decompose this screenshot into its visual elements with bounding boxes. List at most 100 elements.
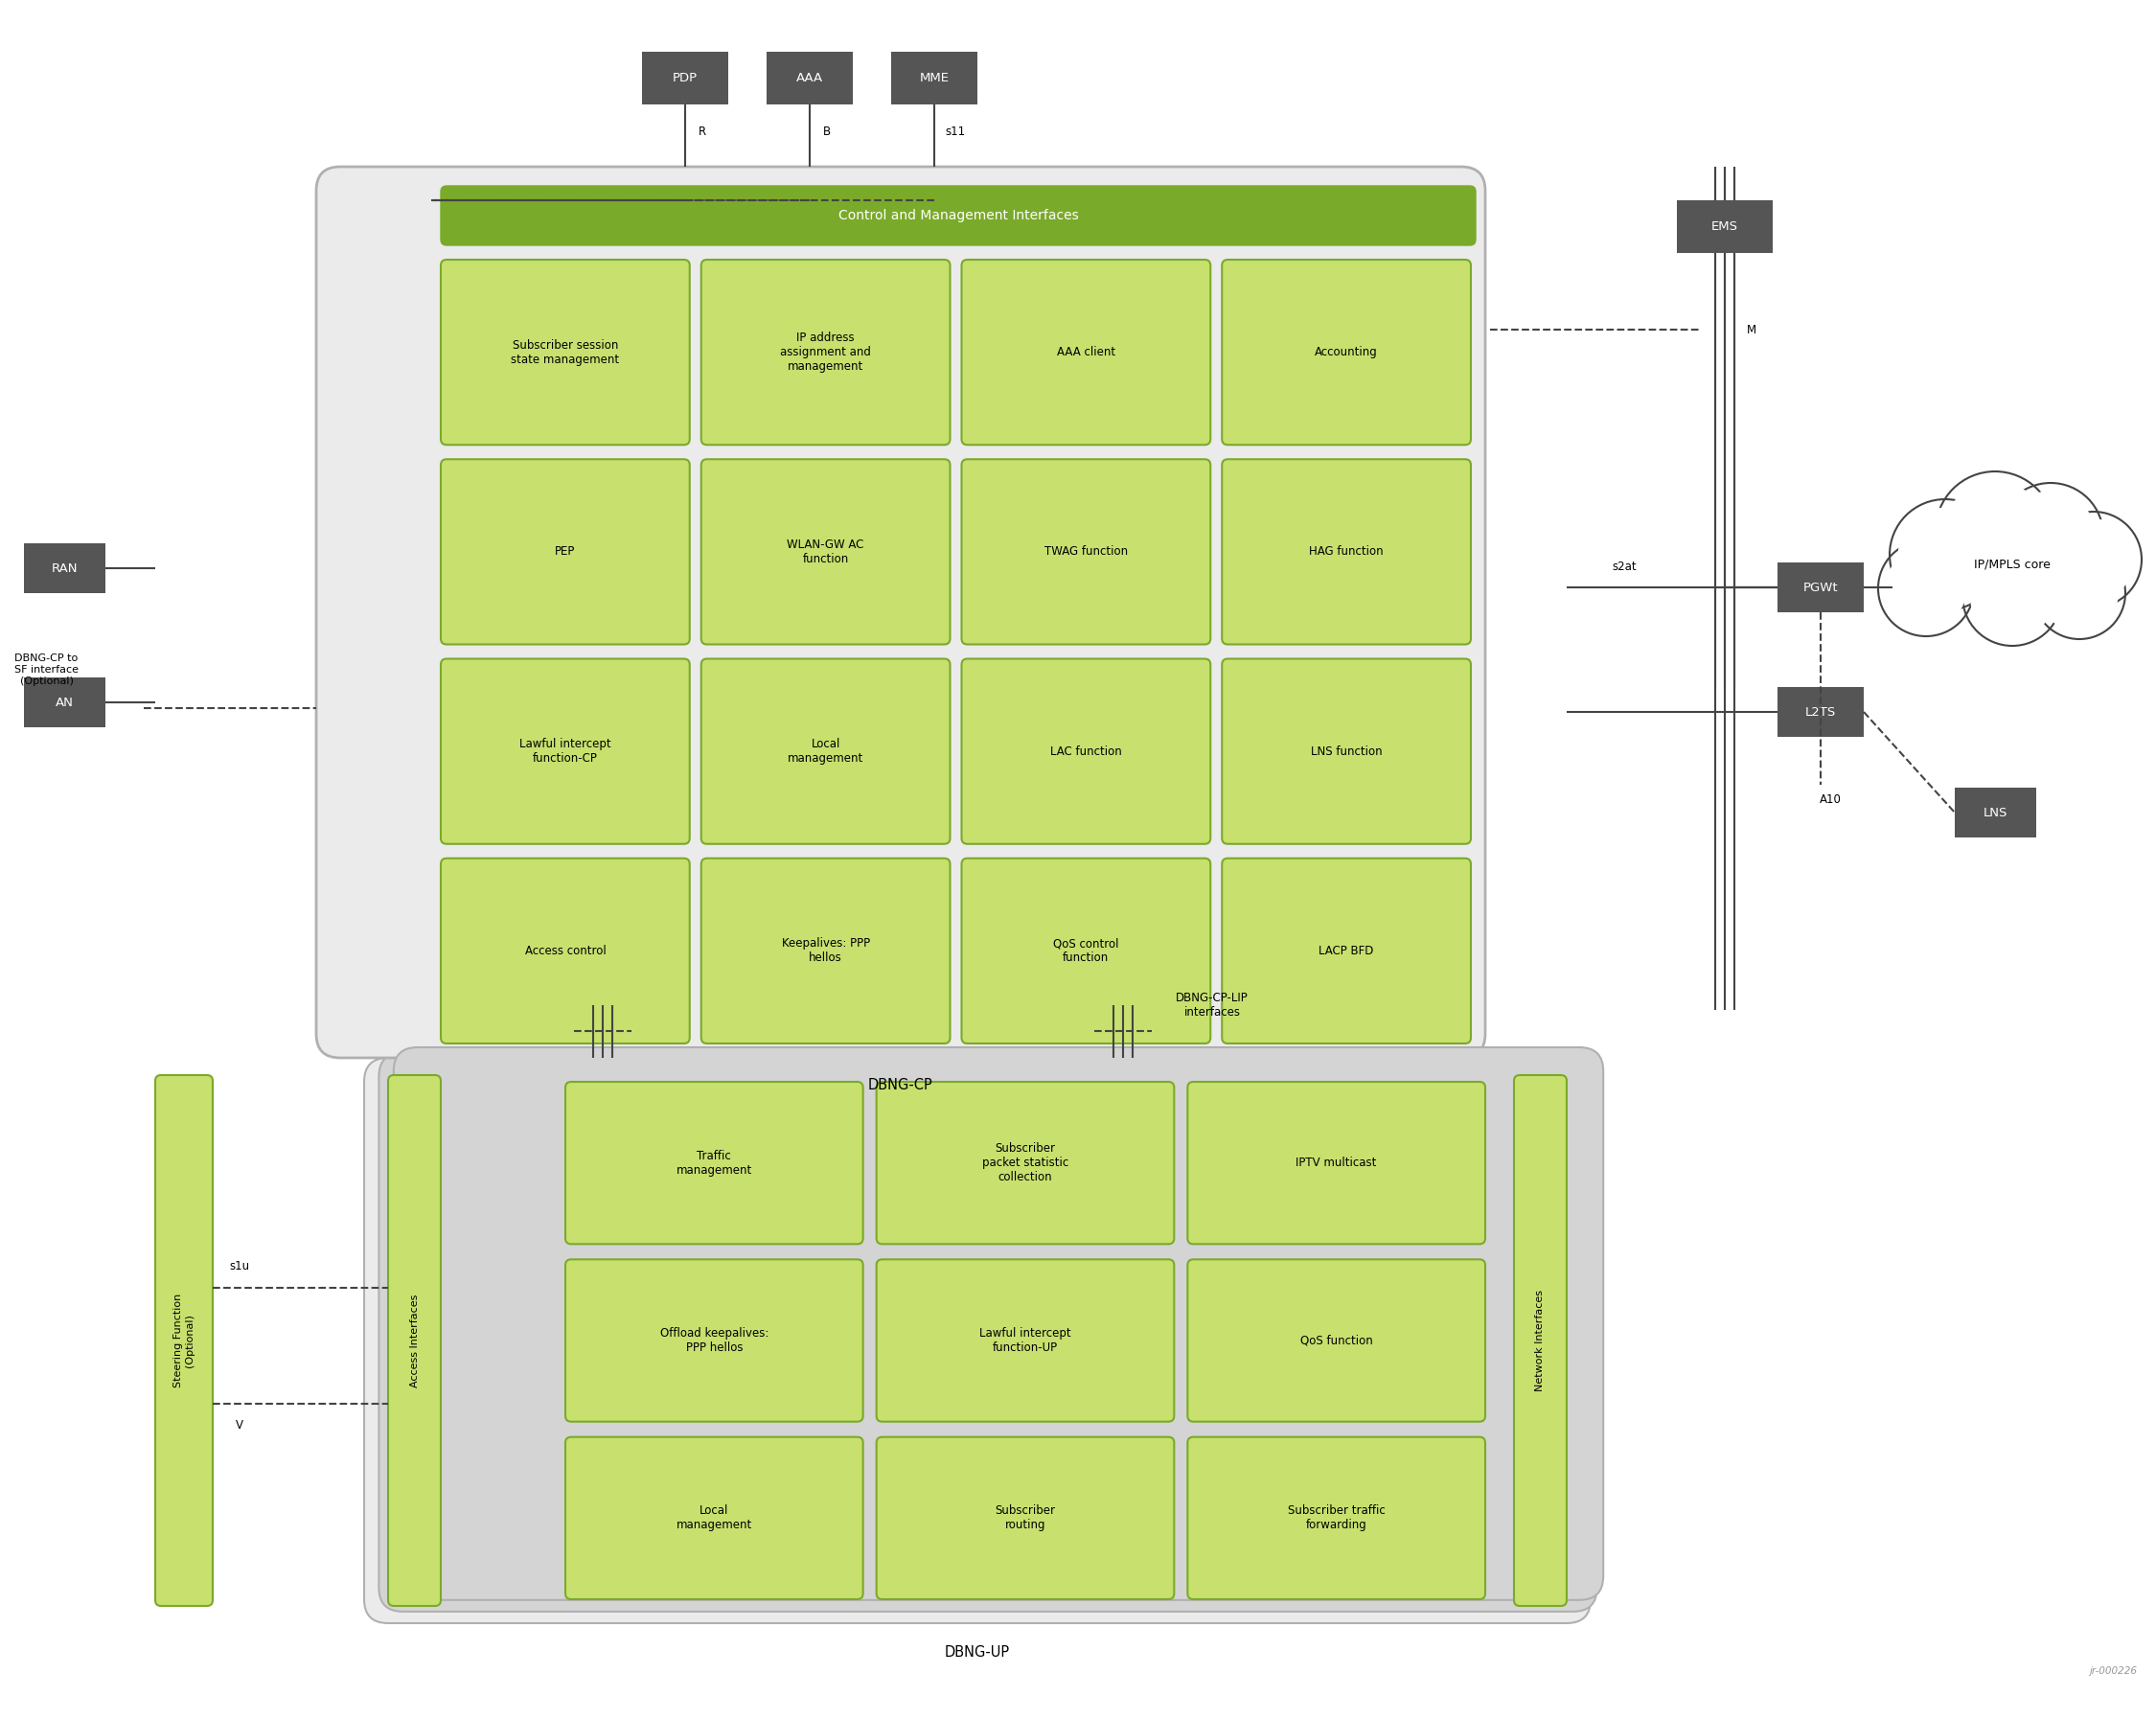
Text: s1u: s1u: [229, 1260, 250, 1272]
FancyBboxPatch shape: [962, 459, 1210, 645]
Circle shape: [1936, 471, 2055, 590]
Text: Offload keepalives:
PPP hellos: Offload keepalives: PPP hellos: [660, 1327, 768, 1355]
Text: Local
management: Local management: [787, 737, 865, 765]
FancyBboxPatch shape: [440, 858, 690, 1043]
Circle shape: [1945, 480, 2046, 581]
FancyBboxPatch shape: [701, 459, 951, 645]
Text: Lawful intercept
function-UP: Lawful intercept function-UP: [979, 1327, 1072, 1355]
Text: LNS function: LNS function: [1311, 744, 1382, 758]
Circle shape: [1878, 540, 1975, 636]
Text: Subscriber traffic
forwarding: Subscriber traffic forwarding: [1287, 1504, 1384, 1532]
FancyBboxPatch shape: [440, 260, 690, 445]
FancyBboxPatch shape: [1222, 858, 1470, 1043]
Text: RAN: RAN: [52, 562, 78, 574]
Bar: [768, 52, 854, 105]
FancyBboxPatch shape: [1188, 1260, 1485, 1422]
Text: LNS: LNS: [1984, 806, 2007, 818]
Text: Access Interfaces: Access Interfaces: [410, 1294, 418, 1387]
FancyBboxPatch shape: [155, 1074, 213, 1606]
FancyBboxPatch shape: [379, 1052, 1598, 1612]
Text: PDP: PDP: [673, 72, 699, 84]
Text: Subscriber
routing: Subscriber routing: [996, 1504, 1056, 1532]
Circle shape: [1971, 554, 2055, 638]
FancyBboxPatch shape: [440, 186, 1475, 246]
Text: EMS: EMS: [1712, 220, 1738, 232]
Text: Local
management: Local management: [677, 1504, 752, 1532]
FancyBboxPatch shape: [701, 658, 951, 844]
Text: L2TS: L2TS: [1805, 707, 1837, 719]
Text: TWAG function: TWAG function: [1044, 545, 1128, 559]
Bar: [24, 543, 106, 593]
Text: WLAN-GW AC
function: WLAN-GW AC function: [787, 538, 865, 566]
FancyBboxPatch shape: [877, 1437, 1175, 1599]
FancyBboxPatch shape: [962, 658, 1210, 844]
Text: Steering Function
(Optional): Steering Function (Optional): [175, 1293, 194, 1387]
FancyBboxPatch shape: [1222, 658, 1470, 844]
Bar: [642, 52, 729, 105]
Text: s11: s11: [944, 125, 966, 138]
Text: LACP BFD: LACP BFD: [1319, 945, 1373, 957]
Text: Subscriber
packet statistic
collection: Subscriber packet statistic collection: [983, 1143, 1069, 1183]
Text: DBNG-CP: DBNG-CP: [869, 1078, 934, 1092]
Text: Accounting: Accounting: [1315, 346, 1378, 359]
Bar: [1777, 688, 1863, 737]
FancyBboxPatch shape: [1222, 260, 1470, 445]
Text: IP/MPLS core: IP/MPLS core: [1975, 559, 2050, 571]
Text: Subscriber session
state management: Subscriber session state management: [511, 339, 619, 366]
Text: A10: A10: [1820, 792, 1841, 806]
Text: Network Interfaces: Network Interfaces: [1535, 1289, 1546, 1391]
Bar: [24, 677, 106, 727]
Text: AAA client: AAA client: [1056, 346, 1115, 359]
Text: QoS control
function: QoS control function: [1054, 937, 1119, 964]
Text: Access control: Access control: [524, 945, 606, 957]
Text: DBNG-UP: DBNG-UP: [944, 1645, 1009, 1659]
FancyBboxPatch shape: [1188, 1081, 1485, 1245]
Text: PEP: PEP: [554, 545, 576, 559]
FancyBboxPatch shape: [440, 658, 690, 844]
Bar: [890, 52, 977, 105]
Circle shape: [2033, 547, 2126, 639]
Text: R: R: [699, 125, 707, 138]
Text: IP address
assignment and
management: IP address assignment and management: [780, 332, 871, 373]
FancyBboxPatch shape: [1188, 1437, 1485, 1599]
Text: IPTV multicast: IPTV multicast: [1296, 1157, 1378, 1169]
Circle shape: [1897, 507, 1992, 602]
FancyBboxPatch shape: [395, 1047, 1604, 1600]
Circle shape: [2040, 554, 2119, 633]
FancyBboxPatch shape: [701, 260, 951, 445]
Text: Control and Management Interfaces: Control and Management Interfaces: [839, 210, 1078, 222]
Circle shape: [1962, 547, 2061, 646]
Circle shape: [2046, 512, 2141, 607]
FancyBboxPatch shape: [877, 1260, 1175, 1422]
Text: jr-000226: jr-000226: [2089, 1666, 2137, 1676]
Text: QoS function: QoS function: [1300, 1334, 1373, 1346]
Bar: [1955, 787, 2035, 837]
Circle shape: [1889, 499, 2001, 610]
Text: M: M: [1746, 323, 1757, 335]
FancyBboxPatch shape: [388, 1074, 440, 1606]
Text: B: B: [824, 125, 830, 138]
FancyBboxPatch shape: [701, 858, 951, 1043]
Text: HAG function: HAG function: [1309, 545, 1384, 559]
FancyBboxPatch shape: [317, 167, 1485, 1057]
Text: DBNG-CP to
SF interface
(Optional): DBNG-CP to SF interface (Optional): [15, 653, 78, 686]
Text: DBNG-CP-LIP
interfaces: DBNG-CP-LIP interfaces: [1175, 992, 1248, 1019]
Text: LAC function: LAC function: [1050, 744, 1121, 758]
Circle shape: [2053, 519, 2134, 600]
FancyBboxPatch shape: [565, 1260, 862, 1422]
FancyBboxPatch shape: [1222, 459, 1470, 645]
FancyBboxPatch shape: [1514, 1074, 1567, 1606]
Text: AN: AN: [56, 696, 73, 708]
Bar: [1777, 562, 1863, 612]
Circle shape: [1999, 483, 2104, 588]
Text: V: V: [235, 1420, 244, 1432]
Text: Traffic
management: Traffic management: [677, 1150, 752, 1176]
Text: MME: MME: [918, 72, 949, 84]
Text: Keepalives: PPP
hellos: Keepalives: PPP hellos: [780, 937, 869, 964]
Text: PGWt: PGWt: [1802, 581, 1839, 593]
FancyBboxPatch shape: [877, 1081, 1175, 1245]
FancyBboxPatch shape: [565, 1081, 862, 1245]
FancyBboxPatch shape: [364, 1057, 1591, 1623]
Text: AAA: AAA: [796, 72, 824, 84]
Text: Lawful intercept
function-CP: Lawful intercept function-CP: [520, 737, 610, 765]
